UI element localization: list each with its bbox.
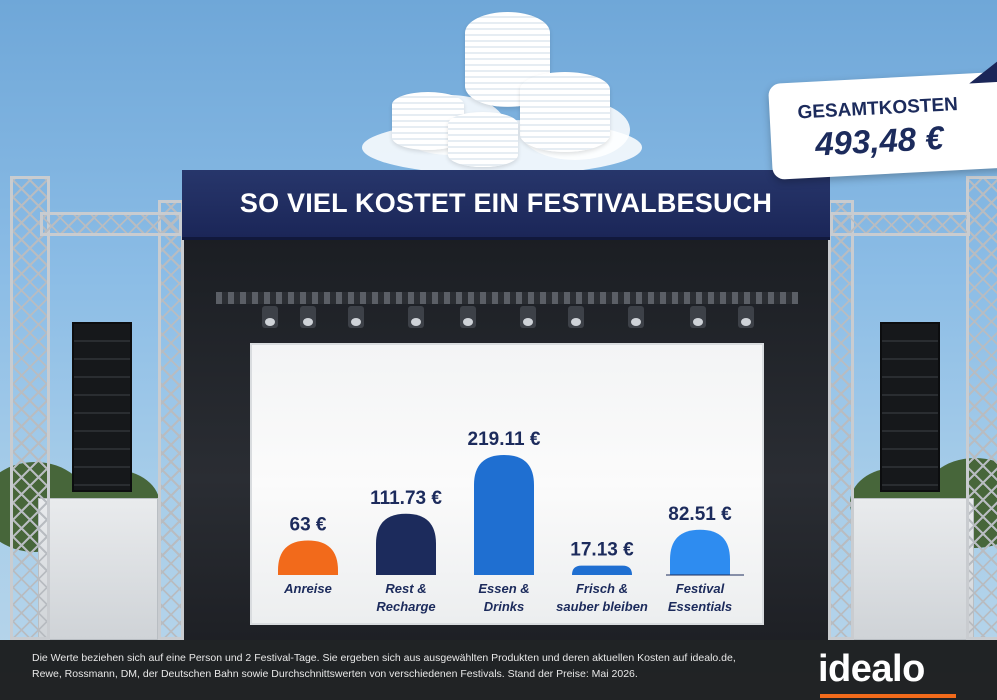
stage-screen: 63 € Anreise 111.73 € Rest & Recharge 219.11 … bbox=[252, 345, 762, 623]
bar-chart: 63 € Anreise 111.73 € Rest & Recharge 219.11 … bbox=[278, 429, 744, 614]
light-rig bbox=[216, 292, 798, 304]
category-label-3-0: Frisch & bbox=[576, 581, 628, 596]
footnote: Die Werte beziehen sich auf eine Person … bbox=[32, 650, 802, 682]
footnote-line-2: Rewe, Rossmann, DM, der Deutschen Bahn s… bbox=[32, 668, 638, 680]
truss-left-outer bbox=[10, 176, 50, 640]
bar-value-label-4: 82.51 € bbox=[668, 504, 732, 525]
speaker-left bbox=[72, 322, 132, 492]
total-value: 493,48 € bbox=[814, 118, 945, 163]
tent-right bbox=[852, 498, 974, 640]
badge-corner bbox=[967, 57, 997, 84]
title-banner: SO VIEL KOSTET EIN FESTIVALBESUCH bbox=[182, 170, 830, 240]
tent-left bbox=[38, 498, 158, 640]
category-label-4-1: Essentials bbox=[668, 599, 732, 614]
category-label-2-0: Essen & bbox=[478, 581, 529, 596]
bar-1 bbox=[376, 513, 436, 575]
bar-0 bbox=[278, 540, 338, 575]
truss-top-right bbox=[830, 212, 970, 236]
category-label-2-1: Drinks bbox=[484, 599, 524, 614]
coin-stack-icon bbox=[520, 72, 610, 152]
idealo-logo: idealo bbox=[818, 648, 925, 690]
category-label-1-1: Recharge bbox=[376, 599, 435, 614]
logo-underline bbox=[820, 694, 956, 698]
category-label-3-1: sauber bleiben bbox=[556, 599, 648, 614]
bar-value-label-3: 17.13 € bbox=[570, 540, 634, 561]
speaker-right bbox=[880, 322, 940, 492]
truss-right-inner bbox=[828, 200, 854, 640]
truss-right-outer bbox=[966, 176, 997, 640]
page-title: SO VIEL KOSTET EIN FESTIVALBESUCH bbox=[239, 188, 773, 218]
bar-value-label-2: 219.11 € bbox=[468, 429, 541, 450]
total-badge: GESAMTKOSTEN 493,48 € bbox=[768, 57, 997, 180]
category-label-1-0: Rest & bbox=[385, 581, 426, 596]
coin-stack-icon bbox=[448, 112, 518, 167]
footer: Die Werte beziehen sich auf eine Person … bbox=[0, 640, 997, 700]
category-label-0-0: Anreise bbox=[283, 581, 332, 596]
bar-3 bbox=[572, 565, 632, 575]
bar-value-label-0: 63 € bbox=[290, 514, 327, 535]
bar-4 bbox=[670, 529, 730, 575]
bar-value-label-1: 111.73 € bbox=[370, 488, 442, 509]
truss-left-inner bbox=[158, 200, 184, 640]
bar-2 bbox=[474, 454, 534, 575]
category-label-4-0: Festival bbox=[676, 581, 725, 596]
footnote-line-1: Die Werte beziehen sich auf eine Person … bbox=[32, 652, 736, 664]
truss-top-left bbox=[40, 212, 182, 236]
